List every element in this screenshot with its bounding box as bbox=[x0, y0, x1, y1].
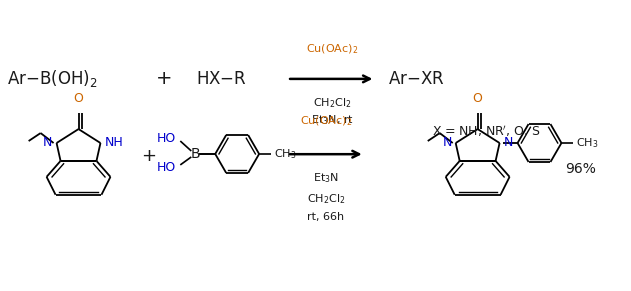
Text: Et$_3$N: Et$_3$N bbox=[313, 172, 339, 185]
Text: HO: HO bbox=[157, 132, 176, 145]
Text: CH$_3$: CH$_3$ bbox=[274, 147, 297, 161]
Text: Et$_3$N, rt: Et$_3$N, rt bbox=[311, 114, 354, 127]
Text: CH$_2$Cl$_2$: CH$_2$Cl$_2$ bbox=[307, 192, 345, 206]
Text: rt, 66h: rt, 66h bbox=[307, 212, 345, 222]
Text: X = NH, NR$'$, O, S: X = NH, NR$'$, O, S bbox=[432, 123, 541, 139]
Text: N: N bbox=[43, 136, 52, 148]
Text: O: O bbox=[473, 92, 483, 105]
Text: N: N bbox=[442, 136, 452, 148]
Text: Cu(OAc)$_2$: Cu(OAc)$_2$ bbox=[300, 115, 352, 128]
Text: N: N bbox=[504, 136, 513, 148]
Text: O: O bbox=[74, 92, 83, 105]
Text: +: + bbox=[156, 69, 173, 88]
Text: B: B bbox=[191, 147, 200, 161]
Text: Ar$-$B(OH)$_2$: Ar$-$B(OH)$_2$ bbox=[7, 68, 98, 89]
Text: CH$_3$: CH$_3$ bbox=[577, 136, 599, 150]
Text: HX$-$R: HX$-$R bbox=[196, 70, 247, 88]
Text: HO: HO bbox=[157, 162, 176, 174]
Text: +: + bbox=[141, 147, 156, 165]
Text: 96%: 96% bbox=[565, 162, 596, 176]
Text: Cu(OAc)$_2$: Cu(OAc)$_2$ bbox=[307, 42, 358, 56]
Text: CH$_2$Cl$_2$: CH$_2$Cl$_2$ bbox=[313, 96, 352, 110]
Text: NH: NH bbox=[105, 136, 123, 148]
Text: Ar$-$XR: Ar$-$XR bbox=[388, 70, 445, 88]
